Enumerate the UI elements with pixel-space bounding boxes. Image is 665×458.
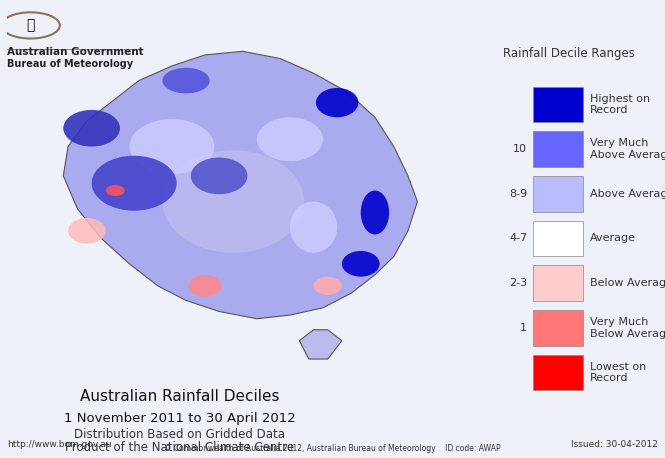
Text: Average: Average: [590, 234, 636, 244]
Ellipse shape: [314, 277, 342, 295]
Text: Above Average: Above Average: [590, 189, 665, 199]
Ellipse shape: [290, 202, 337, 253]
Bar: [533, 265, 583, 301]
Text: Below Average: Below Average: [590, 278, 665, 288]
Text: 2-3: 2-3: [509, 278, 527, 288]
Text: 1 November 2011 to 30 April 2012: 1 November 2011 to 30 April 2012: [64, 412, 295, 425]
Text: http://www.bom.gov.au: http://www.bom.gov.au: [7, 440, 111, 449]
Bar: [533, 221, 583, 256]
Ellipse shape: [92, 156, 177, 211]
Polygon shape: [299, 330, 342, 359]
Text: Highest on
Record: Highest on Record: [590, 94, 650, 115]
Text: 1: 1: [520, 323, 527, 333]
Text: Rainfall Decile Ranges: Rainfall Decile Ranges: [503, 47, 634, 60]
Text: Very Much
Above Average: Very Much Above Average: [590, 138, 665, 160]
Ellipse shape: [188, 275, 221, 297]
Ellipse shape: [63, 110, 120, 147]
Bar: [533, 310, 583, 346]
Text: Product of the National Climate Centre: Product of the National Climate Centre: [65, 441, 294, 453]
Bar: [533, 354, 583, 390]
Ellipse shape: [162, 68, 209, 93]
Text: 10: 10: [513, 144, 527, 154]
Text: Australian Government: Australian Government: [7, 48, 143, 57]
Text: © Commonwealth of Australia 2012, Australian Bureau of Meteorology    ID code: A: © Commonwealth of Australia 2012, Austra…: [164, 444, 501, 453]
Text: 8-9: 8-9: [509, 189, 527, 199]
Ellipse shape: [191, 158, 247, 194]
Ellipse shape: [130, 119, 214, 174]
Text: Australian Rainfall Deciles: Australian Rainfall Deciles: [80, 389, 279, 404]
Polygon shape: [63, 51, 418, 319]
Ellipse shape: [162, 150, 304, 253]
Text: Very Much
Below Average: Very Much Below Average: [590, 317, 665, 338]
Bar: [533, 176, 583, 212]
Text: Lowest on
Record: Lowest on Record: [590, 362, 646, 383]
Text: Bureau of Meteorology: Bureau of Meteorology: [7, 60, 133, 69]
Text: 4-7: 4-7: [509, 234, 527, 244]
Bar: [533, 87, 583, 122]
Ellipse shape: [316, 88, 358, 117]
Ellipse shape: [106, 185, 125, 196]
Ellipse shape: [68, 218, 106, 244]
Ellipse shape: [360, 191, 389, 234]
Ellipse shape: [342, 251, 380, 277]
Ellipse shape: [257, 117, 323, 161]
Text: 🦘: 🦘: [27, 18, 35, 33]
Text: Issued: 30-04-2012: Issued: 30-04-2012: [571, 440, 658, 449]
Text: Distribution Based on Gridded Data: Distribution Based on Gridded Data: [74, 428, 285, 441]
Bar: [533, 131, 583, 167]
